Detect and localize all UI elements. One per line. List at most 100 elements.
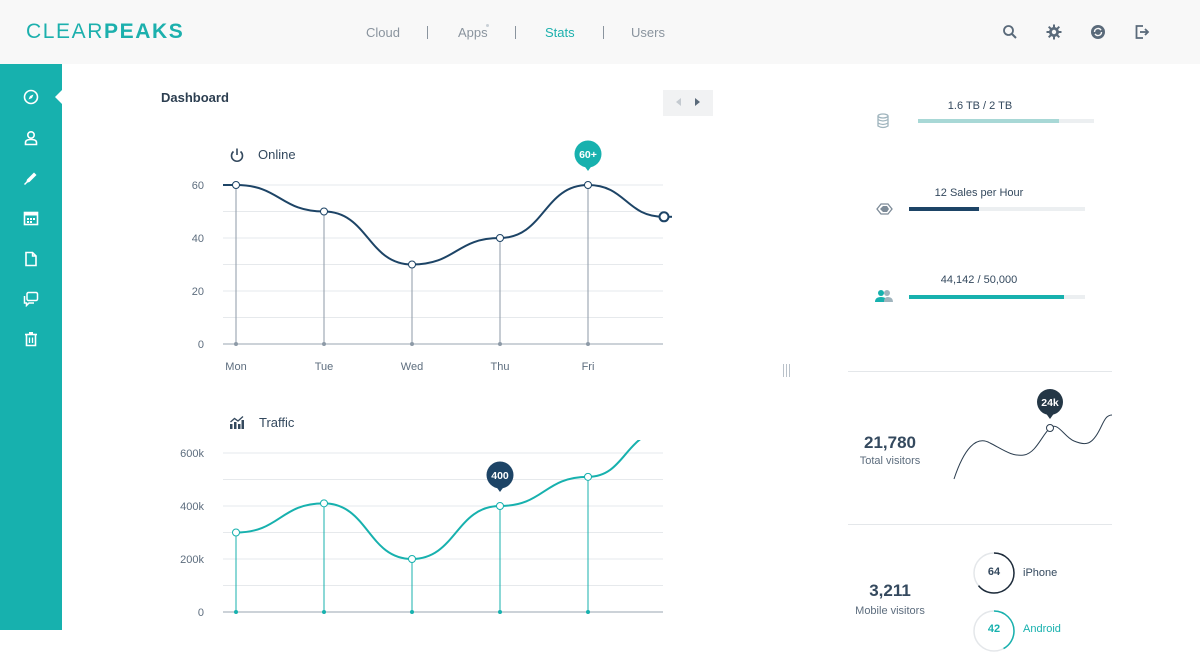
baseline-dot: [234, 342, 238, 346]
top-nav: Cloud Apps Stats Users: [0, 24, 1200, 45]
data-point: [408, 260, 416, 269]
online-chart-title: Online: [258, 147, 296, 162]
active-indicator-notch: [55, 90, 62, 104]
visitors-sparkline-line: [953, 414, 1113, 480]
storage-progress-bar: [918, 119, 1094, 123]
next-arrow-icon[interactable]: [695, 98, 700, 106]
y-tick-label: 0: [198, 339, 204, 351]
highlight-marker: 60+: [574, 140, 602, 171]
nav-apps[interactable]: Apps: [458, 25, 488, 40]
traffic-chart: 0 200k 400k 600k 400: [180, 440, 663, 619]
iphone-donut: [973, 552, 1015, 594]
power-icon: [229, 147, 245, 163]
x-tick-label: Tue: [315, 361, 334, 373]
visitors-sparkline-point: [1046, 424, 1054, 432]
sales-progress-fill: [909, 207, 980, 211]
android-value: 42: [987, 623, 1001, 635]
baseline-dot: [498, 610, 502, 614]
y-tick-label: 200k: [180, 554, 204, 566]
highlight-marker: 400: [486, 461, 514, 492]
sidebar: [0, 64, 62, 630]
settings-gear-icon[interactable]: [1046, 24, 1062, 40]
database-icon: [876, 113, 890, 129]
y-tick-label: 0: [198, 607, 204, 619]
apps-notification-dot: [486, 24, 489, 27]
x-tick-label: Mon: [225, 361, 246, 373]
compass-icon[interactable]: [19, 85, 43, 109]
iphone-value: 64: [987, 566, 1001, 578]
calendar-icon[interactable]: [19, 206, 43, 230]
divider: [848, 524, 1112, 525]
series-line: [235, 440, 642, 561]
visitors-sparkline: 24k: [953, 389, 1113, 480]
baseline-dot: [322, 610, 326, 614]
baseline-dot: [410, 610, 414, 614]
users-stat-label: 44,142 / 50,000: [940, 274, 1018, 286]
tag-icon: [876, 202, 894, 216]
y-tick-label: 40: [192, 233, 204, 245]
data-point: [408, 555, 416, 563]
nav-users[interactable]: Users: [631, 25, 665, 40]
mobile-visitors-value: 3,211: [869, 581, 911, 600]
iphone-label: iPhone: [1023, 567, 1058, 579]
y-tick-label: 600k: [180, 448, 204, 460]
baseline-dot: [322, 342, 326, 346]
pager: [663, 90, 713, 116]
chat-icon[interactable]: [19, 287, 43, 311]
nav-cloud[interactable]: Cloud: [366, 25, 400, 40]
visitors-marker-label: 24k: [1041, 397, 1059, 409]
chart-up-icon: [229, 415, 245, 431]
search-icon[interactable]: [1002, 24, 1018, 40]
clearpeaks-logo[interactable]: CLEARPEAKS: [26, 20, 185, 43]
user-icon[interactable]: [19, 126, 43, 150]
data-point: [232, 528, 240, 537]
total-visitors-caption: Total visitors: [859, 455, 921, 467]
storage-stat-label: 1.6 TB / 2 TB: [947, 100, 1013, 112]
series-line: [223, 183, 665, 266]
y-tick-label: 60: [192, 180, 204, 192]
baseline-dot: [410, 342, 414, 346]
pen-icon[interactable]: [19, 166, 43, 190]
sales-progress-bar: [909, 207, 1085, 211]
logout-icon[interactable]: [1134, 24, 1150, 40]
data-point: [584, 472, 592, 481]
panel-resize-handle[interactable]: [782, 364, 792, 378]
nav-separator: [427, 26, 428, 39]
divider: [848, 371, 1112, 372]
baseline-dot: [586, 342, 590, 346]
highlight-marker-label: 400: [491, 470, 509, 482]
highlight-marker-label: 60+: [579, 149, 597, 161]
baseline-dot: [498, 342, 502, 346]
data-point: [320, 499, 328, 508]
page-title: Dashboard: [161, 90, 229, 105]
traffic-chart-title: Traffic: [259, 415, 295, 430]
sync-icon[interactable]: [1090, 24, 1106, 40]
data-point: [584, 181, 592, 189]
online-chart: 0 20 40 60 Mon Tue Wed Thu Fri 60+: [192, 140, 672, 373]
visitors-marker: 24k: [1037, 389, 1063, 419]
data-point: [496, 502, 504, 510]
x-tick-label: Fri: [582, 361, 595, 373]
document-icon[interactable]: [19, 247, 43, 271]
x-tick-label: Thu: [491, 361, 510, 373]
data-point: [232, 181, 240, 189]
android-label: Android: [1023, 623, 1061, 635]
end-point: [658, 211, 670, 223]
prev-arrow-icon[interactable]: [676, 98, 681, 106]
sales-stat-label: 12 Sales per Hour: [934, 187, 1024, 199]
y-tick-label: 400k: [180, 501, 204, 513]
storage-progress-fill: [918, 119, 1059, 123]
users-progress-fill: [909, 295, 1064, 299]
x-tick-label: Wed: [401, 361, 423, 373]
baseline-dot: [586, 610, 590, 614]
users-progress-bar: [909, 295, 1085, 299]
trash-icon[interactable]: [19, 327, 43, 351]
y-tick-label: 20: [192, 286, 204, 298]
data-point: [320, 207, 328, 216]
top-bar: CLEARPEAKS Cloud Apps Stats Users: [0, 0, 1200, 64]
nav-separator: [603, 26, 604, 39]
nav-separator: [515, 26, 516, 39]
nav-stats[interactable]: Stats: [545, 25, 575, 40]
mobile-visitors-caption: Mobile visitors: [855, 605, 925, 617]
users-icon: [874, 289, 894, 303]
